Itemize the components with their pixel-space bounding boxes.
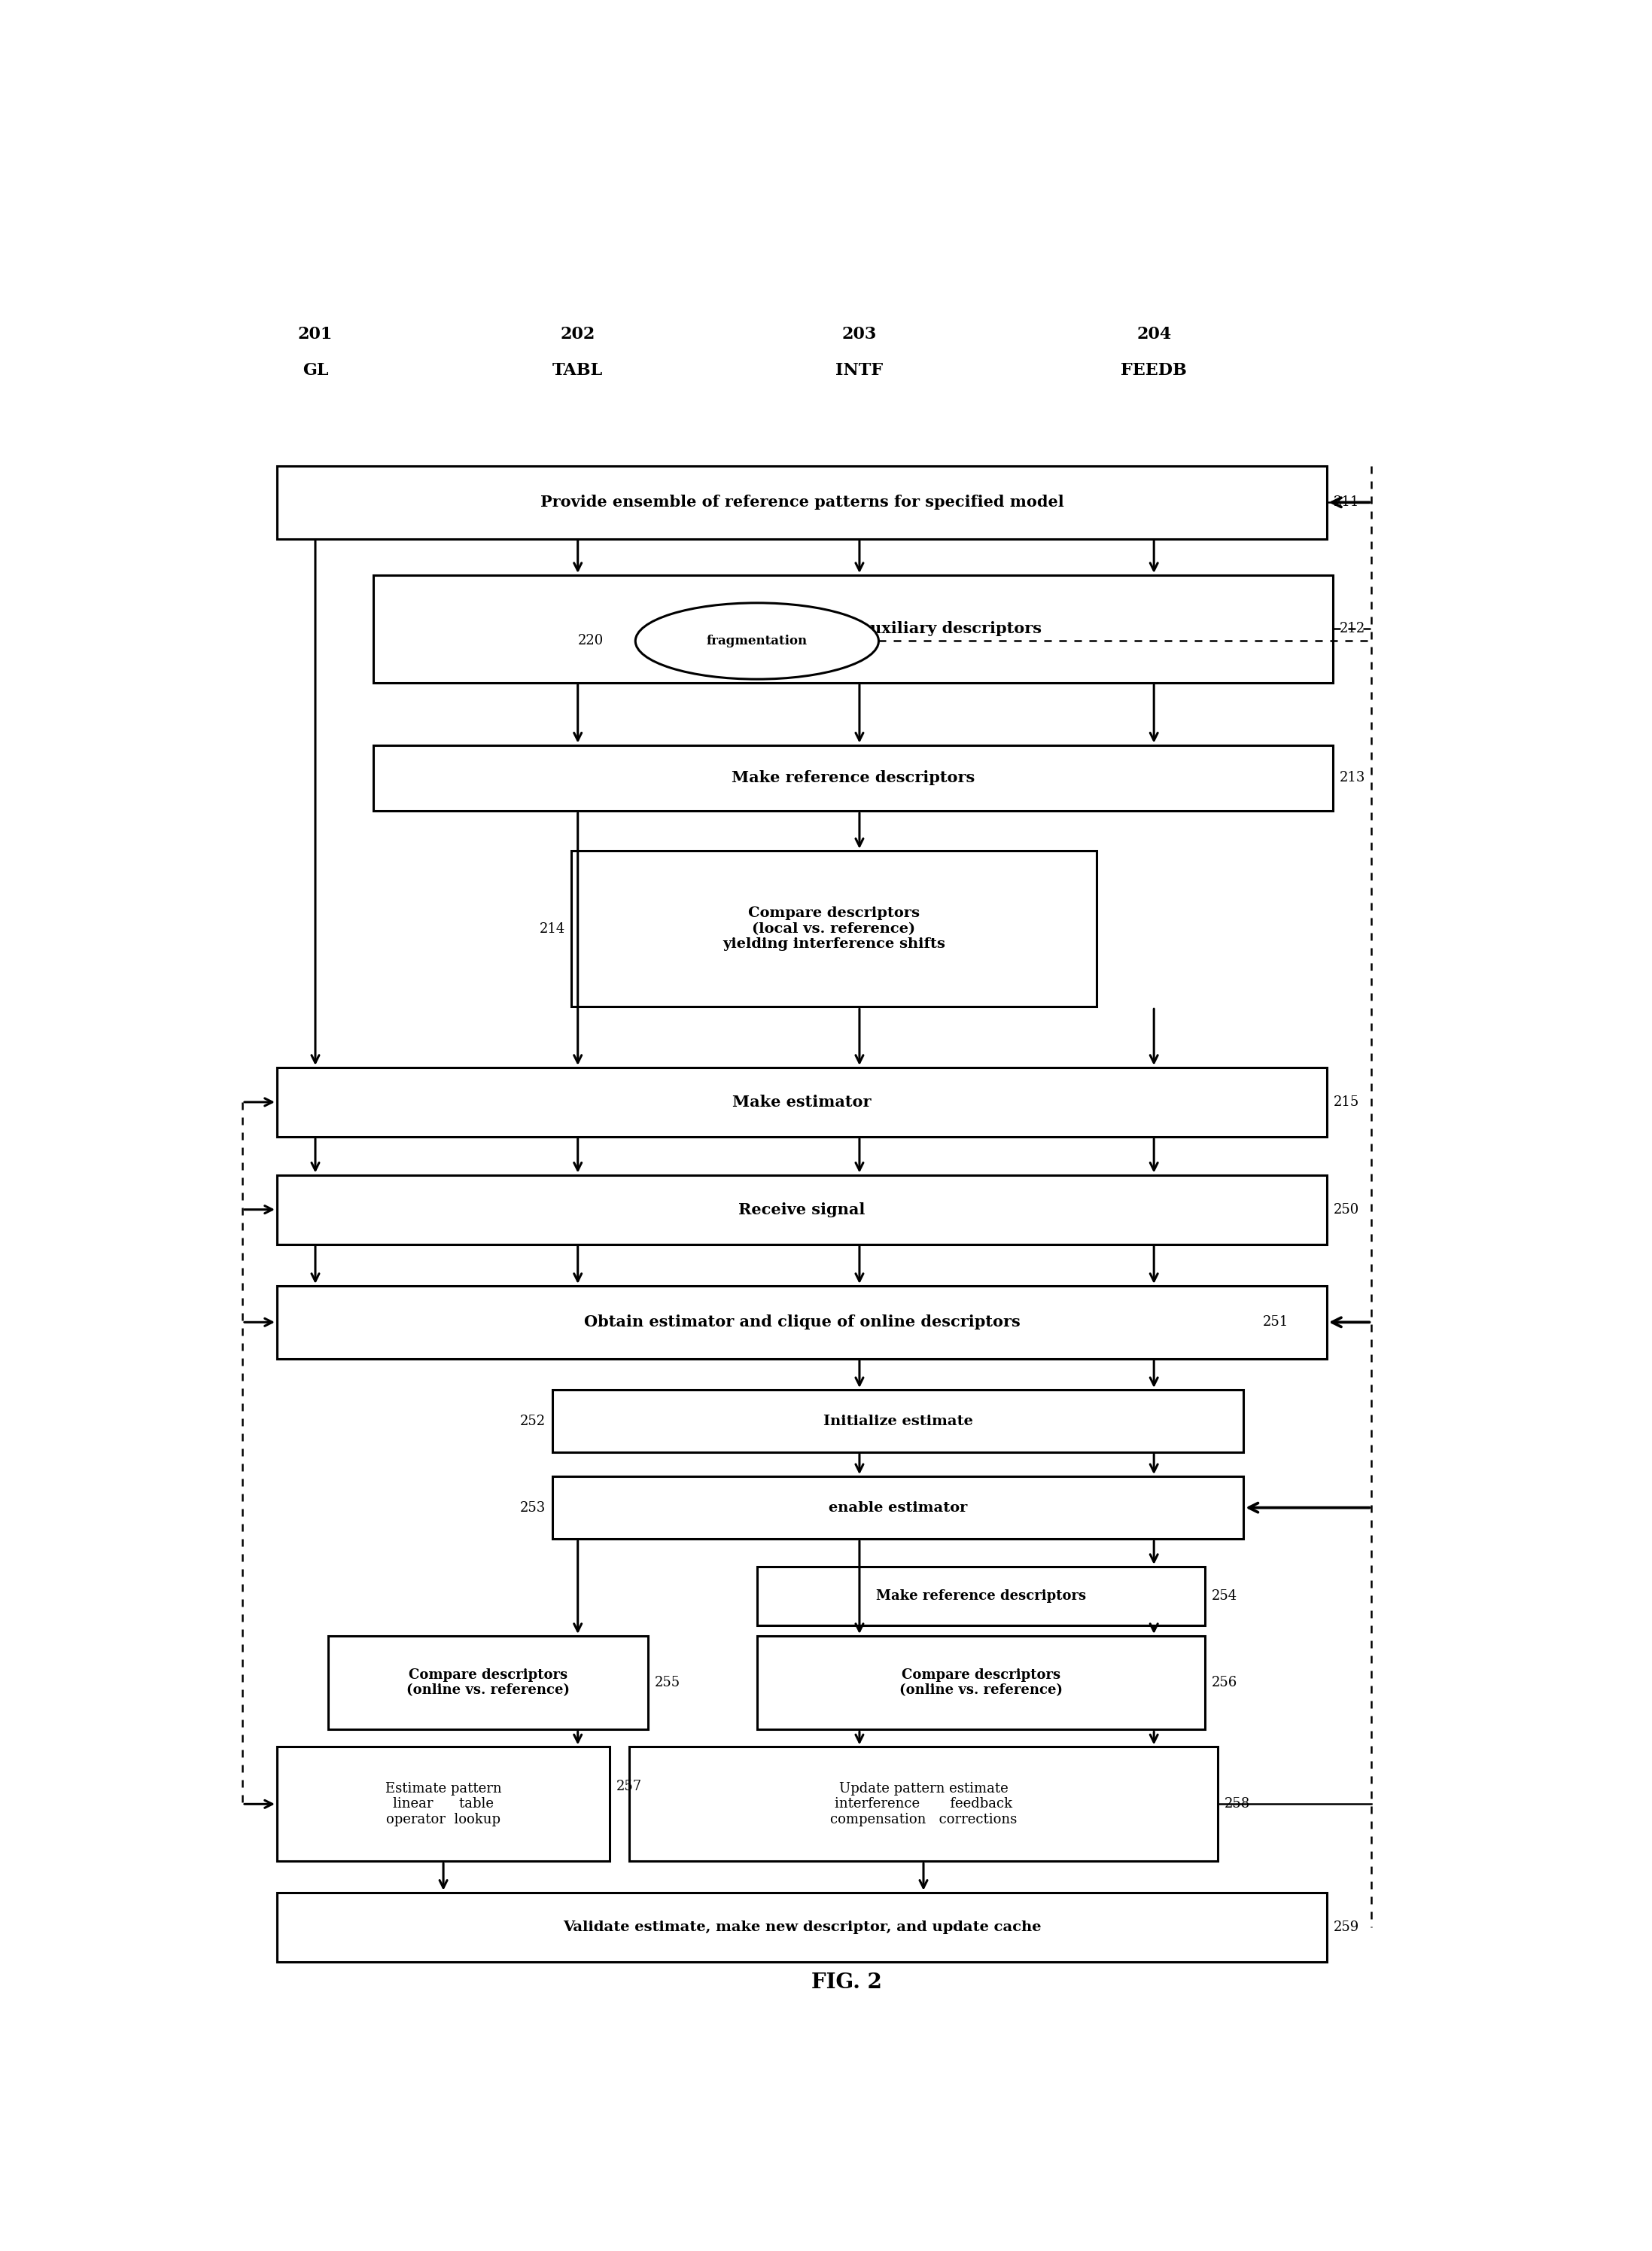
Bar: [278, 1893, 1327, 1963]
Text: 215: 215: [1333, 1096, 1360, 1110]
Text: TABL: TABL: [552, 362, 603, 378]
Bar: [278, 1067, 1327, 1137]
Text: Update pattern estimate
interference       feedback
compensation   corrections: Update pattern estimate interference fee…: [829, 1781, 1018, 1826]
Bar: [278, 466, 1327, 538]
Text: Initialize estimate: Initialize estimate: [823, 1414, 973, 1427]
Text: 257: 257: [616, 1781, 643, 1794]
Text: FEEDB: FEEDB: [1120, 362, 1188, 378]
Text: 220: 220: [578, 635, 603, 648]
Text: 254: 254: [1211, 1589, 1237, 1603]
Text: Receive signal: Receive signal: [738, 1202, 866, 1218]
Text: 255: 255: [654, 1677, 681, 1691]
Text: Compare descriptors
(online vs. reference): Compare descriptors (online vs. referenc…: [899, 1668, 1062, 1697]
Text: Compare descriptors
(online vs. reference): Compare descriptors (online vs. referenc…: [406, 1668, 570, 1697]
Text: Make reference descriptors: Make reference descriptors: [876, 1589, 1085, 1603]
Text: Make estimator: Make estimator: [732, 1094, 871, 1110]
Text: INTF: INTF: [836, 362, 884, 378]
Text: 214: 214: [539, 923, 565, 936]
Text: FIG. 2: FIG. 2: [811, 1972, 882, 1992]
Bar: [278, 1175, 1327, 1245]
Text: Make reference descriptors: Make reference descriptors: [732, 770, 975, 786]
Text: 256: 256: [1211, 1677, 1237, 1691]
Bar: [629, 1747, 1218, 1862]
Text: 212: 212: [1340, 621, 1365, 635]
Bar: [278, 1747, 610, 1862]
Bar: [278, 1285, 1327, 1360]
Text: 258: 258: [1224, 1796, 1251, 1810]
Text: 252: 252: [520, 1414, 545, 1427]
Text: 213: 213: [1340, 772, 1366, 786]
Bar: [757, 1636, 1206, 1729]
Bar: [373, 576, 1333, 682]
Text: Validate estimate, make new descriptor, and update cache: Validate estimate, make new descriptor, …: [563, 1920, 1041, 1934]
Text: enable estimator: enable estimator: [829, 1501, 966, 1515]
Bar: [552, 1389, 1244, 1452]
Bar: [373, 745, 1333, 810]
Text: Obtain estimator and clique of online descriptors: Obtain estimator and clique of online de…: [583, 1315, 1019, 1330]
Text: fragmentation: fragmentation: [707, 635, 808, 648]
Text: Estimate pattern
linear      table
operator  lookup: Estimate pattern linear table operator l…: [385, 1781, 502, 1826]
Text: 251: 251: [1262, 1315, 1289, 1328]
Bar: [552, 1477, 1244, 1540]
Text: Provide generators of auxiliary descriptors: Provide generators of auxiliary descript…: [664, 621, 1042, 637]
Bar: [329, 1636, 648, 1729]
Text: Compare descriptors
(local vs. reference)
yielding interference shifts: Compare descriptors (local vs. reference…: [722, 907, 945, 952]
Text: Provide ensemble of reference patterns for specified model: Provide ensemble of reference patterns f…: [540, 495, 1064, 511]
Text: 204: 204: [1137, 326, 1171, 342]
Bar: [572, 851, 1097, 1006]
Text: 259: 259: [1333, 1920, 1360, 1934]
Text: GL: GL: [302, 362, 329, 378]
Bar: [757, 1567, 1206, 1625]
Text: 202: 202: [560, 326, 595, 342]
Text: 203: 203: [843, 326, 877, 342]
Text: 211: 211: [1333, 495, 1360, 509]
Text: 201: 201: [297, 326, 332, 342]
Text: 250: 250: [1333, 1202, 1360, 1216]
Ellipse shape: [636, 603, 879, 680]
Text: 253: 253: [520, 1501, 545, 1515]
